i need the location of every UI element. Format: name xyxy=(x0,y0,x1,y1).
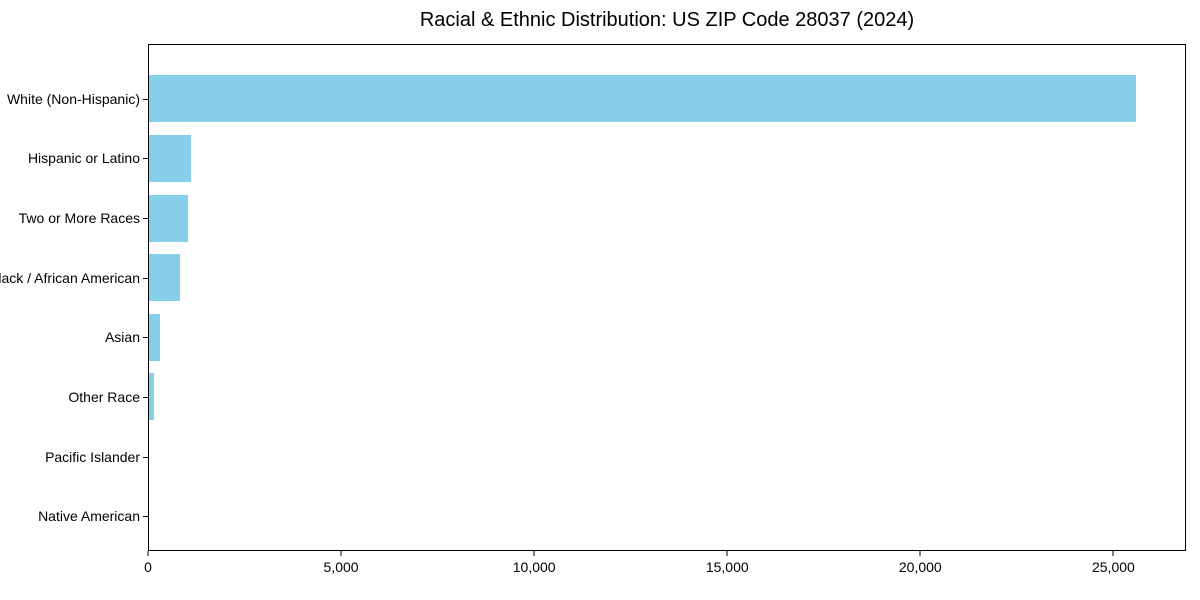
y-axis-tick xyxy=(143,98,148,100)
bar xyxy=(149,134,192,182)
x-tick-label: 10,000 xyxy=(512,559,556,575)
y-axis-tick xyxy=(143,218,148,220)
x-axis-tick xyxy=(533,551,535,556)
chart-title: Racial & Ethnic Distribution: US ZIP Cod… xyxy=(419,9,915,31)
bar-row: Hispanic or Latino xyxy=(28,129,1185,189)
y-axis-tick xyxy=(143,456,148,458)
x-tick-label: 15,000 xyxy=(705,559,749,575)
bar-row: Other Race xyxy=(68,367,1185,427)
x-axis-tick xyxy=(147,551,149,556)
category-label: Pacific Islander xyxy=(45,448,140,465)
x-axis-tick xyxy=(726,551,728,556)
plot-area: White (Non-Hispanic) Hispanic or Latino Tw… xyxy=(0,44,1186,551)
category-label: Black / African American xyxy=(0,269,140,286)
category-label: Other Race xyxy=(68,388,140,405)
x-tick-label: 20,000 xyxy=(898,559,942,575)
bar xyxy=(149,313,160,361)
category-label: Native American xyxy=(38,508,140,525)
y-axis-tick xyxy=(143,396,148,398)
bar xyxy=(149,75,1136,123)
y-axis-tick xyxy=(143,158,148,160)
bar-row: Native American xyxy=(38,486,1185,546)
bar xyxy=(149,254,180,302)
bar-row: White (Non-Hispanic) xyxy=(7,69,1185,129)
bar-row: Asian xyxy=(105,308,1185,368)
x-tick-label: 5,000 xyxy=(323,559,359,575)
bar-row: Pacific Islander xyxy=(45,427,1185,487)
category-label: White (Non-Hispanic) xyxy=(6,90,140,107)
x-axis-tick xyxy=(919,551,921,556)
x-axis: 0 5,000 10,000 15,000 20,000 25,000 xyxy=(144,551,1186,596)
x-tick-label: 0 xyxy=(144,559,152,575)
bar-rows: White (Non-Hispanic) Hispanic or Latino Tw… xyxy=(0,69,1185,546)
x-tick-label: 25,000 xyxy=(1091,559,1135,575)
bar-row: Black / African American xyxy=(0,248,1185,308)
bar xyxy=(149,194,188,242)
y-axis-tick xyxy=(143,337,148,339)
bar xyxy=(149,373,154,421)
category-label: Asian xyxy=(104,329,140,346)
x-axis-tick xyxy=(1112,551,1114,556)
category-label: Two or More Races xyxy=(18,210,140,227)
bar-row: Two or More Races xyxy=(19,188,1185,248)
category-label: Hispanic or Latino xyxy=(27,150,140,167)
x-axis-tick xyxy=(340,551,342,556)
y-axis-tick xyxy=(143,277,148,279)
y-axis-tick xyxy=(143,516,148,518)
